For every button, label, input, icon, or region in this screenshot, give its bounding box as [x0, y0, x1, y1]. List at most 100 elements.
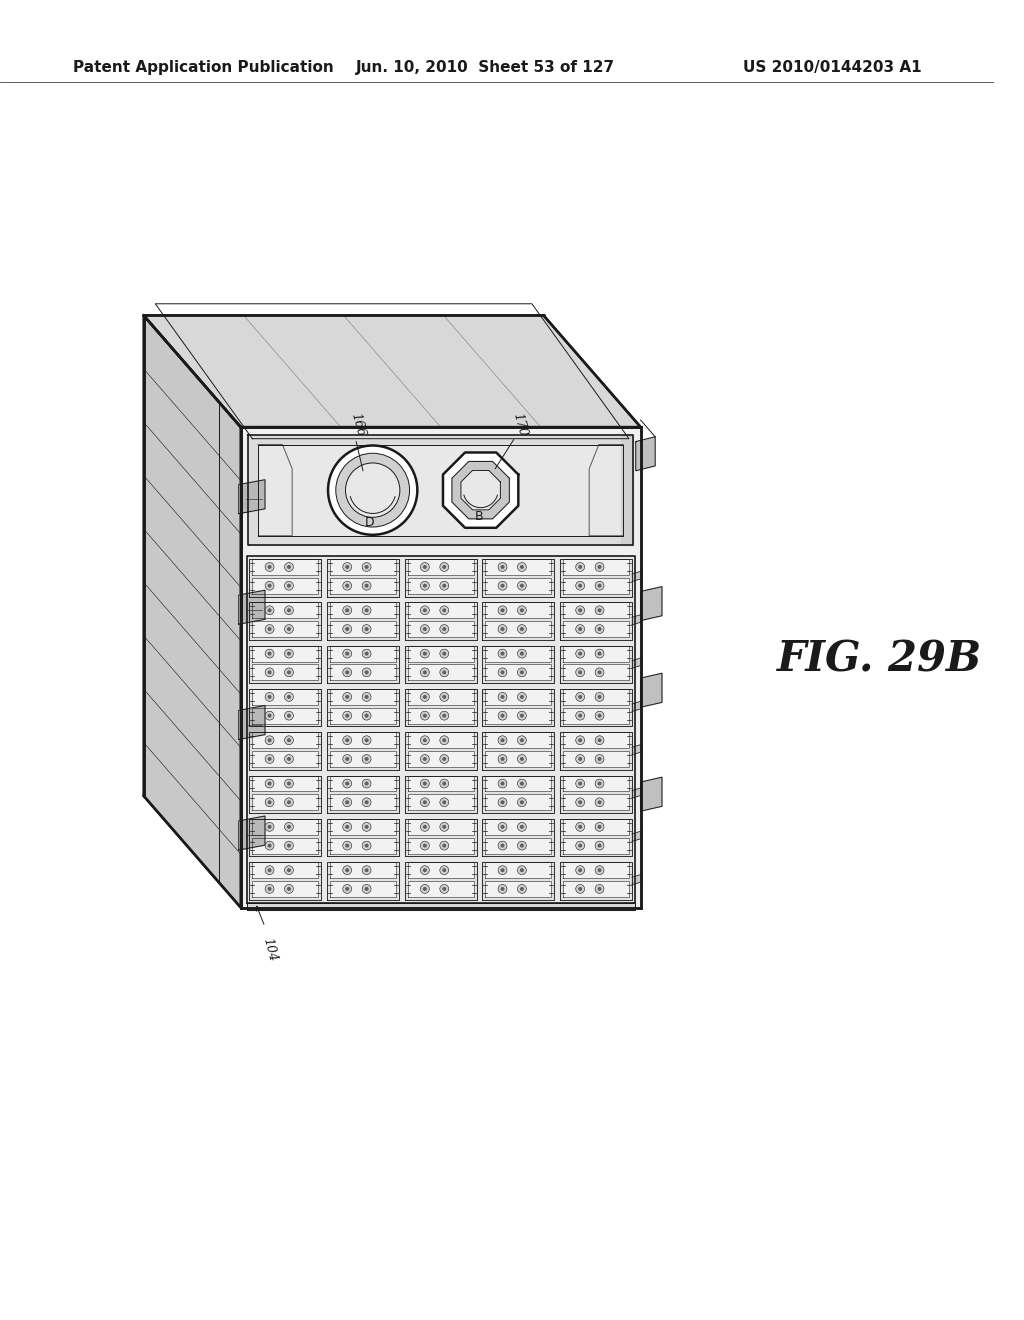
Polygon shape [250, 818, 322, 857]
Circle shape [345, 756, 349, 760]
Polygon shape [239, 479, 265, 513]
Circle shape [579, 825, 583, 829]
Circle shape [285, 797, 294, 807]
Circle shape [595, 822, 604, 832]
Circle shape [285, 624, 294, 634]
Circle shape [343, 649, 351, 659]
Circle shape [579, 694, 583, 698]
Polygon shape [563, 818, 629, 834]
Circle shape [423, 694, 427, 698]
Circle shape [520, 565, 524, 569]
Circle shape [265, 668, 274, 677]
Circle shape [343, 822, 351, 832]
Polygon shape [563, 622, 629, 638]
Circle shape [287, 869, 291, 873]
Circle shape [595, 624, 604, 634]
Polygon shape [485, 708, 551, 723]
Text: B: B [474, 510, 483, 523]
Circle shape [287, 800, 291, 804]
Circle shape [365, 565, 369, 569]
Circle shape [517, 711, 526, 721]
Circle shape [579, 869, 583, 873]
Circle shape [421, 822, 429, 832]
Circle shape [517, 649, 526, 659]
Text: 170: 170 [510, 412, 528, 438]
Polygon shape [482, 602, 554, 640]
Circle shape [598, 627, 601, 631]
Circle shape [365, 843, 369, 847]
Circle shape [362, 693, 371, 701]
Circle shape [520, 652, 524, 656]
Circle shape [362, 735, 371, 744]
Text: 166: 166 [348, 412, 368, 438]
Polygon shape [485, 689, 551, 705]
Circle shape [442, 843, 446, 847]
Polygon shape [241, 428, 641, 908]
Circle shape [501, 825, 505, 829]
Polygon shape [408, 733, 474, 748]
Circle shape [285, 581, 294, 590]
Circle shape [423, 843, 427, 847]
Circle shape [501, 738, 505, 742]
Circle shape [520, 800, 524, 804]
Circle shape [423, 800, 427, 804]
Polygon shape [247, 556, 635, 903]
Circle shape [579, 714, 583, 718]
Circle shape [442, 869, 446, 873]
Circle shape [285, 735, 294, 744]
Polygon shape [560, 733, 632, 770]
Circle shape [440, 693, 449, 701]
Polygon shape [327, 733, 399, 770]
Polygon shape [641, 673, 662, 708]
Circle shape [498, 779, 507, 788]
Circle shape [345, 652, 349, 656]
Polygon shape [560, 602, 632, 640]
Polygon shape [330, 645, 396, 661]
Circle shape [595, 562, 604, 572]
Circle shape [267, 565, 271, 569]
Polygon shape [250, 689, 322, 726]
Circle shape [498, 866, 507, 875]
Polygon shape [641, 777, 662, 812]
Circle shape [267, 756, 271, 760]
Circle shape [442, 825, 446, 829]
Circle shape [421, 668, 429, 677]
Circle shape [440, 735, 449, 744]
Polygon shape [250, 776, 322, 813]
Circle shape [501, 714, 505, 718]
Circle shape [520, 714, 524, 718]
Polygon shape [252, 708, 318, 723]
Circle shape [362, 581, 371, 590]
Circle shape [365, 800, 369, 804]
Circle shape [595, 649, 604, 659]
Polygon shape [252, 645, 318, 661]
Polygon shape [563, 838, 629, 854]
Polygon shape [408, 708, 474, 723]
Circle shape [517, 884, 526, 894]
Circle shape [285, 866, 294, 875]
Circle shape [440, 581, 449, 590]
Polygon shape [443, 453, 518, 528]
Circle shape [345, 887, 349, 891]
Polygon shape [641, 586, 662, 620]
Polygon shape [258, 445, 624, 536]
Circle shape [345, 694, 349, 698]
Circle shape [343, 668, 351, 677]
Circle shape [267, 609, 271, 612]
Circle shape [440, 797, 449, 807]
Circle shape [517, 866, 526, 875]
Circle shape [365, 671, 369, 675]
Polygon shape [482, 862, 554, 900]
Polygon shape [563, 708, 629, 723]
Circle shape [442, 652, 446, 656]
Polygon shape [482, 818, 554, 857]
Circle shape [343, 624, 351, 634]
Circle shape [362, 822, 371, 832]
Circle shape [287, 756, 291, 760]
Circle shape [423, 738, 427, 742]
Circle shape [285, 668, 294, 677]
Circle shape [498, 668, 507, 677]
Circle shape [501, 609, 505, 612]
Circle shape [265, 797, 274, 807]
Circle shape [501, 694, 505, 698]
